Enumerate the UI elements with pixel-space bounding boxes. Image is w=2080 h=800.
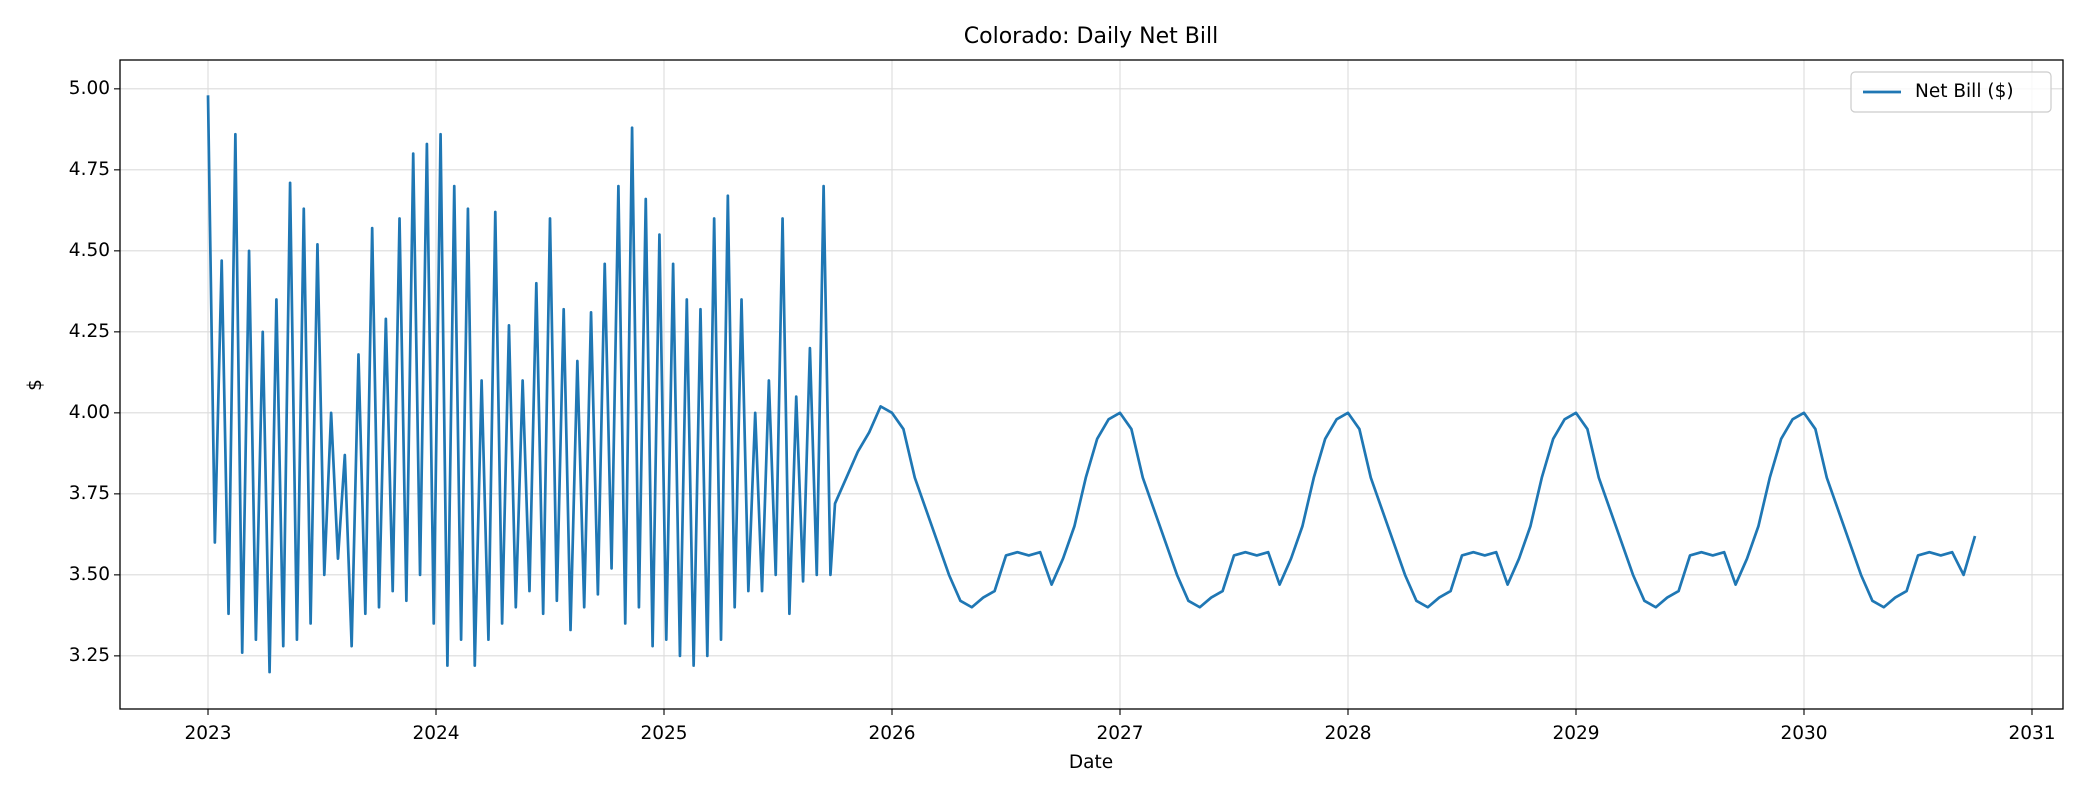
plot-frame — [119, 59, 2064, 710]
y-tick-label: 4.25 — [69, 321, 110, 342]
x-tick-label: 2030 — [1780, 723, 1827, 744]
y-tick-label: 5.00 — [69, 78, 110, 99]
y-tick-label: 4.50 — [69, 240, 110, 261]
x-tick-label: 2029 — [1552, 723, 1599, 744]
x-tick-label: 2025 — [640, 723, 687, 744]
x-tick-label: 2031 — [2008, 723, 2055, 744]
x-tick-label: 2023 — [184, 723, 231, 744]
chart-title: Colorado: Daily Net Bill — [964, 24, 1218, 49]
x-tick-label: 2028 — [1324, 723, 1371, 744]
y-tick-label: 3.50 — [69, 564, 110, 585]
x-tick-label: 2026 — [868, 723, 915, 744]
y-tick-label: 3.75 — [69, 483, 110, 504]
y-axis-label: $ — [25, 379, 46, 391]
legend-box — [1850, 71, 2052, 113]
y-tick-label: 4.75 — [69, 159, 110, 180]
x-axis-label: Date — [1069, 752, 1113, 773]
x-tick-label: 2027 — [1096, 723, 1143, 744]
x-tick-label: 2024 — [412, 723, 459, 744]
legend-label: Net Bill ($) — [1915, 81, 2014, 102]
data-line — [206, 95, 1977, 674]
y-tick-label: 3.25 — [69, 645, 110, 666]
y-tick-label: 4.00 — [69, 402, 110, 423]
